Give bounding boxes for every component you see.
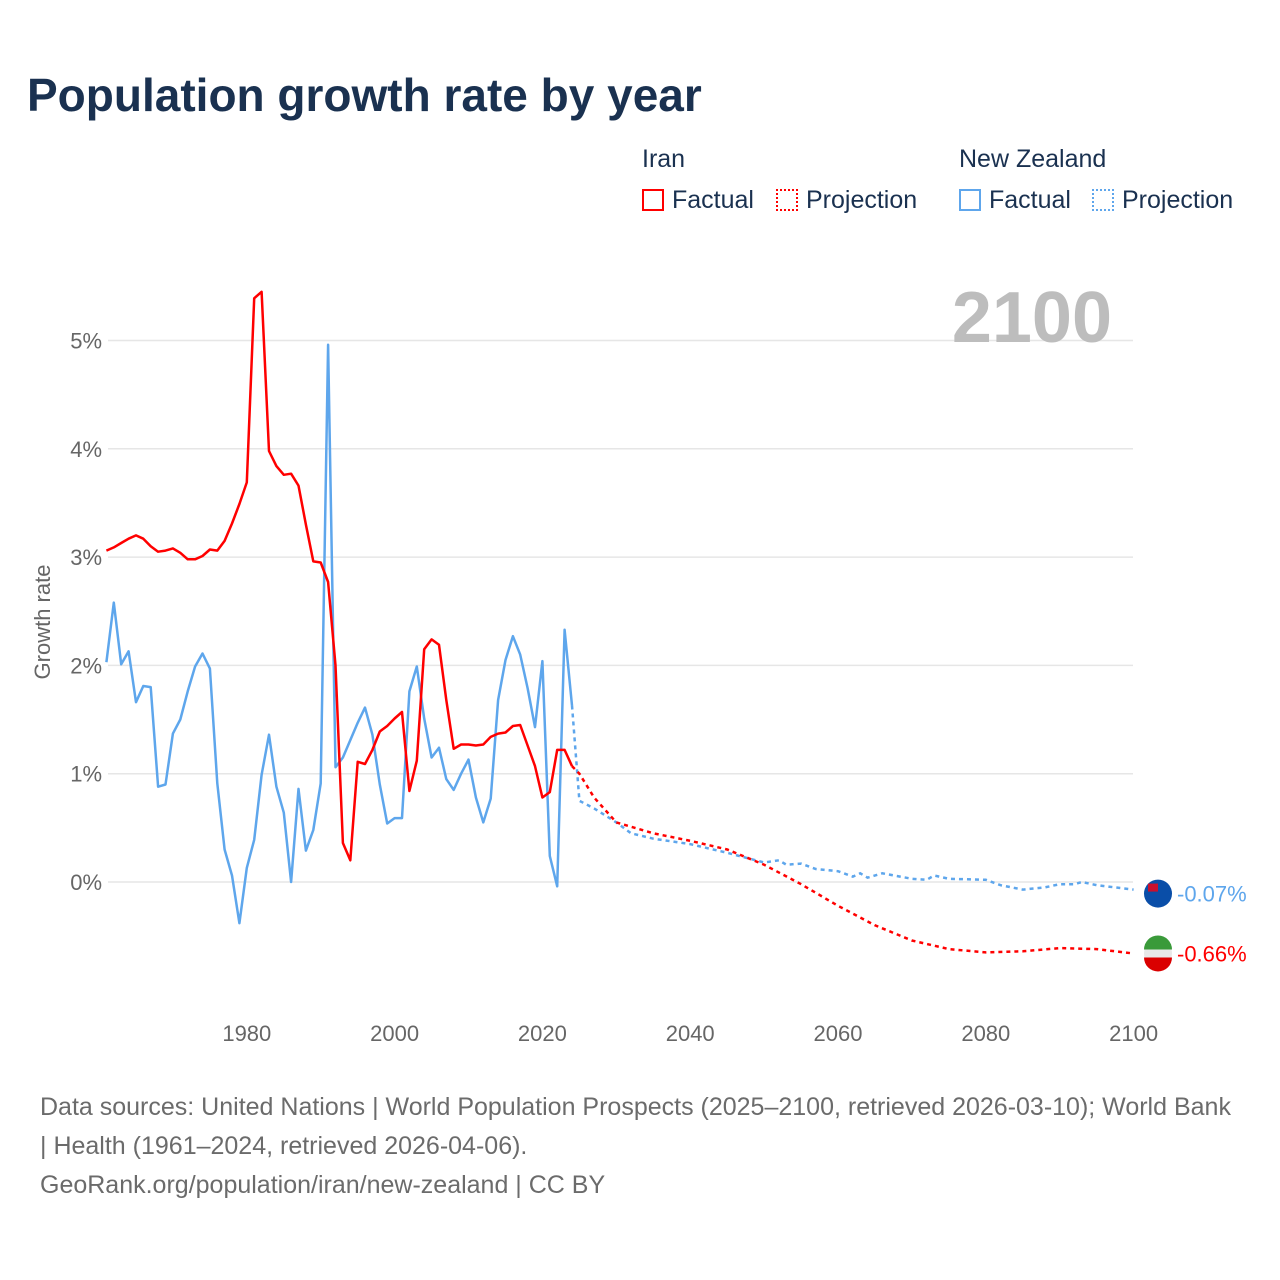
y-tick-label: 2% [70, 653, 102, 678]
x-tick-label: 2080 [961, 1021, 1010, 1046]
legend-group-nz: New Zealand [959, 145, 1107, 173]
factual-line-new-zealand [105, 343, 574, 925]
legend-label: Projection [1122, 186, 1234, 214]
projection-line-new-zealand [570, 705, 1134, 891]
legend-nz-factual[interactable]: Factual [959, 186, 1071, 215]
chart-title: Population growth rate by year [27, 69, 702, 121]
legend-iran-factual[interactable]: Factual [642, 186, 754, 215]
dotted-swatch-icon [1092, 189, 1114, 211]
x-tick-label: 2020 [518, 1021, 567, 1046]
solid-swatch-icon [642, 189, 664, 211]
year-marker: 2100 [952, 278, 1112, 358]
data-sources: Data sources: United Nations | World Pop… [40, 1093, 1231, 1160]
y-axis-label: Growth rate [30, 565, 55, 680]
footer: Data sources: United Nations | World Pop… [40, 1088, 1240, 1205]
x-tick-label: 2000 [370, 1021, 419, 1046]
legend-label: Factual [989, 186, 1071, 214]
y-tick-label: 1% [70, 762, 102, 787]
flag-stripe [1144, 957, 1172, 972]
x-tick-label: 2100 [1109, 1021, 1158, 1046]
source-link[interactable]: GeoRank.org/population/iran/new-zealand … [40, 1171, 606, 1199]
y-tick-label: 0% [70, 870, 102, 895]
legend-nz-projection[interactable]: Projection [1092, 186, 1233, 215]
flag-union [1148, 883, 1158, 892]
y-tick-label: 5% [70, 329, 102, 354]
legend-label: Projection [806, 186, 918, 214]
flag-stripe [1144, 935, 1172, 950]
legend-label: Factual [672, 186, 754, 214]
dotted-swatch-icon [776, 189, 798, 211]
y-tick-label: 3% [70, 545, 102, 570]
projection-line-iran [571, 765, 1134, 955]
x-tick-label: 2040 [666, 1021, 715, 1046]
solid-swatch-icon [959, 189, 981, 211]
y-tick-label: 4% [70, 437, 102, 462]
legend-iran-projection[interactable]: Projection [776, 186, 917, 215]
end-value-label: -0.07% [1177, 882, 1247, 907]
legend-group-iran: Iran [642, 145, 686, 173]
end-value-label: -0.66% [1177, 941, 1247, 966]
x-tick-label: 2060 [814, 1021, 863, 1046]
factual-line-iran [105, 290, 574, 862]
x-tick-label: 1980 [222, 1021, 271, 1046]
